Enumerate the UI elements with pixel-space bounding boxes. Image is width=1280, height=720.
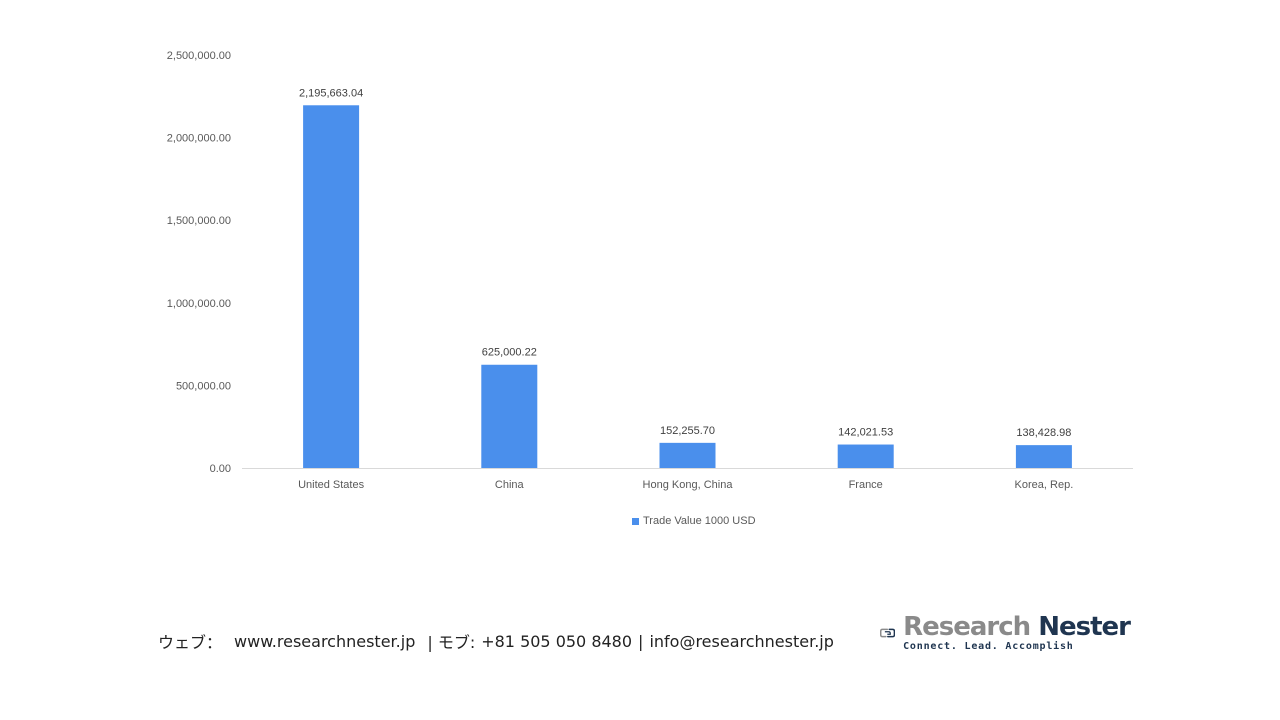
data-labels: 2,195,663.04 625,000.22 152,255.70 142,021.… <box>299 87 1071 439</box>
bar-value-label: 138,428.98 <box>1016 427 1071 439</box>
web-label: ウェブ： <box>158 633 223 652</box>
research-nester-logo: Research Nester Connect. Lead. Accomplis… <box>880 612 1131 654</box>
legend: Trade Value 1000 USD <box>632 515 756 527</box>
legend-label: Trade Value 1000 USD <box>643 515 756 527</box>
logo-name: Research Nester <box>903 612 1131 642</box>
email-address[interactable]: info@researchnester.jp <box>649 631 834 651</box>
bar <box>1015 445 1072 468</box>
x-tick-label: China <box>495 479 525 491</box>
logo-tagline: Connect. Lead. Accomplish <box>903 641 1074 652</box>
x-tick-label: Hong Kong, China <box>643 479 734 491</box>
contact-footer: ウェブ： www.researchnester.jp | モブ: +81 505… <box>158 629 834 653</box>
logo-name-part2: Nester <box>1038 612 1131 642</box>
x-tick-label: United States <box>298 479 365 491</box>
footer-separator: | <box>638 631 644 651</box>
bar-value-label: 2,195,663.04 <box>299 87 363 99</box>
logo-mark-icon <box>880 628 896 638</box>
y-tick-label: 500,000.00 <box>176 380 231 392</box>
bar-chart: 0.00 500,000.00 1,000,000.00 1,500,000.00 2,… <box>167 50 1133 491</box>
x-tick-label: France <box>849 479 883 491</box>
phone-label: | モブ: <box>427 633 476 652</box>
legend-swatch <box>632 517 639 525</box>
web-url[interactable]: www.researchnester.jp <box>234 631 416 651</box>
y-tick-label: 1,000,000.00 <box>167 298 231 310</box>
bar-value-label: 625,000.22 <box>482 347 537 359</box>
y-tick-label: 1,500,000.00 <box>167 215 231 227</box>
y-tick-label: 0.00 <box>210 463 231 475</box>
bar <box>481 364 538 468</box>
bar-value-label: 142,021.53 <box>838 427 893 439</box>
bar <box>303 105 360 469</box>
y-tick-label: 2,500,000.00 <box>167 50 231 62</box>
x-tick-label: Korea, Rep. <box>1015 479 1074 491</box>
x-axis: United States China Hong Kong, China France… <box>298 479 1073 491</box>
bar <box>837 444 894 468</box>
y-axis: 0.00 500,000.00 1,000,000.00 1,500,000.00 2,… <box>167 50 231 475</box>
bar <box>659 442 716 468</box>
logo-name-part1: Research <box>903 612 1031 642</box>
bar-series <box>303 105 1072 469</box>
y-tick-label: 2,000,000.00 <box>167 133 231 145</box>
phone-number[interactable]: +81 505 050 8480 <box>481 631 633 651</box>
bar-value-label: 152,255.70 <box>660 425 715 437</box>
